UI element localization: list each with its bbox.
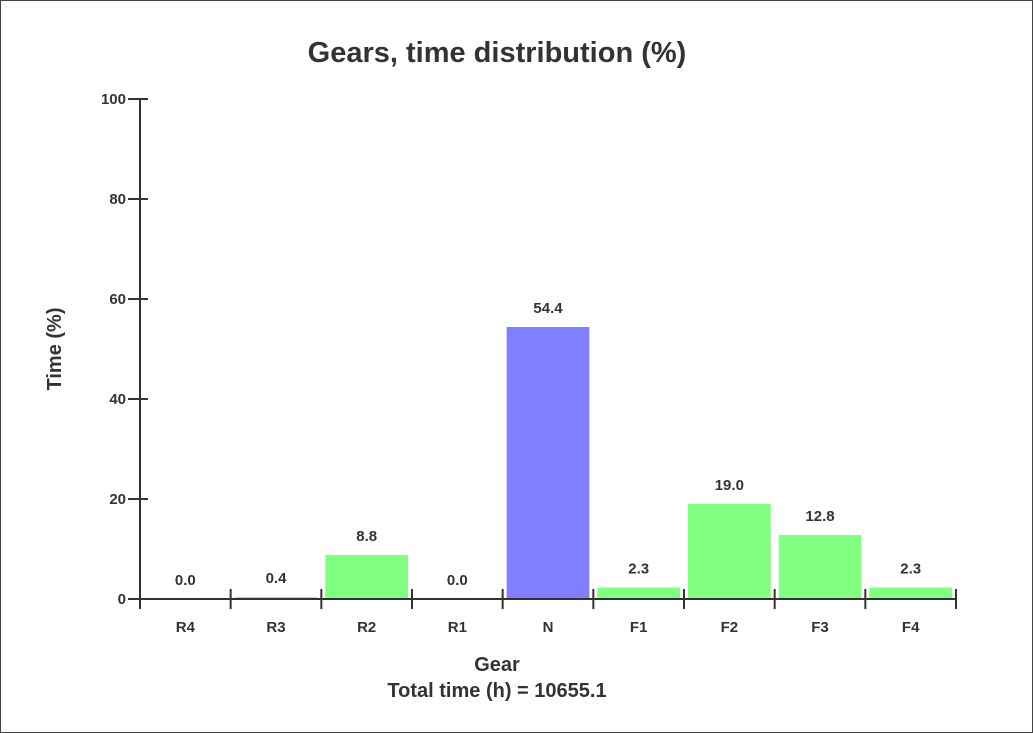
bar-F1 [597,587,680,599]
category-label-F3: F3 [811,619,829,636]
category-label-F4: F4 [902,619,920,636]
bar-R2 [325,555,408,599]
bar-F2 [688,504,771,599]
y-tick-label-100: 100 [101,91,126,108]
category-label-F1: F1 [630,619,648,636]
plot-area: 0.0 0.4 8.8 0.0 54.4 2.3 19.0 12.8 2.3 0 20 40 60 80 1… [101,91,957,636]
category-label-R4: R4 [176,619,196,636]
y-tick-label-40: 40 [109,391,126,408]
y-tick-label-80: 80 [109,191,126,208]
data-label-F4: 2.3 [900,561,921,578]
x-axis-label: Gear [474,654,520,676]
total-time-label: Total time (h) = 10655.1 [387,680,606,702]
category-label-R2: R2 [357,619,376,636]
data-label-F3: 12.8 [805,508,834,525]
data-label-F1: 2.3 [628,561,649,578]
category-label-R3: R3 [266,619,285,636]
bar-F4 [869,587,952,599]
chart-title: Gears, time distribution (%) [308,37,687,69]
y-tick-label-60: 60 [109,291,126,308]
bar-N [506,327,590,599]
data-label-R3: 0.4 [266,570,288,587]
y-tick-label-20: 20 [109,491,126,508]
data-label-R4: 0.0 [175,572,196,589]
data-label-R1: 0.0 [447,572,468,589]
data-label-R2: 8.8 [356,528,377,545]
category-label-F2: F2 [721,619,739,636]
y-axis-label: Time (%) [44,308,66,391]
data-label-N: 54.4 [533,300,563,317]
y-tick-label-0: 0 [118,591,126,608]
data-label-F2: 19.0 [715,477,744,494]
category-label-N: N [543,619,554,636]
bar-F3 [778,535,862,599]
category-label-R1: R1 [448,619,467,636]
